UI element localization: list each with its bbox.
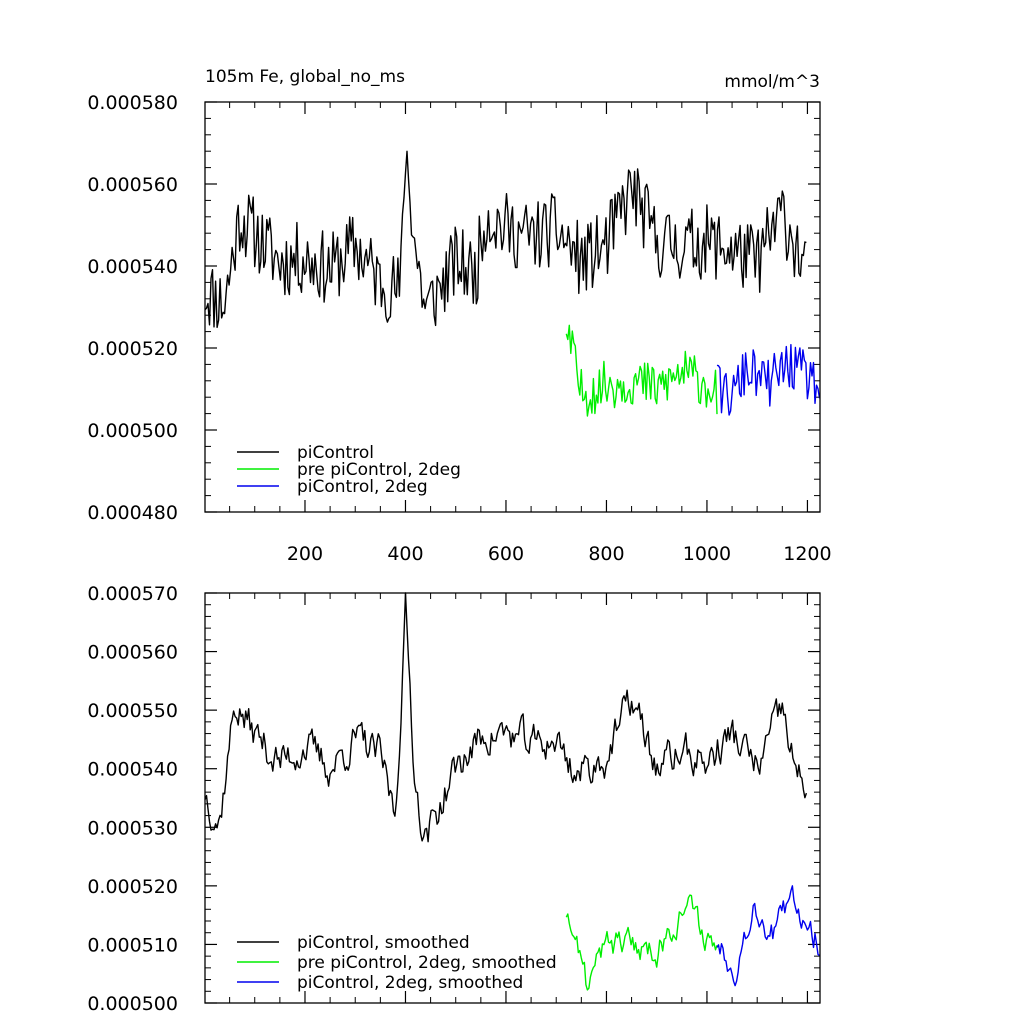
y-tick-label: 0.000530 — [87, 817, 178, 839]
x-tick-label: 400 — [387, 543, 423, 565]
legend-label: piControl, 2deg — [297, 477, 428, 497]
x-tick-label: 200 — [287, 543, 323, 565]
y-tick-label: 0.000540 — [87, 759, 178, 781]
series-line — [716, 885, 820, 987]
units-label: mmol/m^3 — [724, 72, 820, 92]
series-line — [204, 150, 807, 329]
legend-label: piControl, smoothed — [297, 933, 470, 953]
chart-title: 105m Fe, global_no_ms — [205, 67, 405, 87]
series-line — [204, 592, 808, 843]
series-line — [565, 894, 718, 991]
y-tick-label: 0.000560 — [87, 174, 178, 196]
plot-frame — [204, 592, 821, 1004]
y-tick-label: 0.000480 — [87, 502, 178, 524]
plot-frame — [204, 101, 821, 513]
legend-label: pre piControl, 2deg, smoothed — [297, 953, 557, 973]
bottom-chart-panel: 0.000500 0.000510 0.000520 0.000530 0.000540… — [87, 583, 821, 1015]
y-tick-label: 0.000520 — [87, 876, 178, 898]
x-tick-label: 800 — [588, 543, 624, 565]
y-tick-label: 0.000510 — [87, 934, 178, 956]
y-tick-label: 0.000580 — [87, 92, 178, 114]
series-line — [716, 344, 821, 416]
legend-label: pre piControl, 2deg — [297, 460, 461, 480]
y-tick-label: 0.000500 — [87, 420, 178, 442]
y-tick-label: 0.000550 — [87, 700, 178, 722]
top-chart-panel: 105m Fe, global_no_ms mmol/m^3 0.000480 0… — [87, 67, 831, 565]
y-tick-label: 0.000560 — [87, 642, 178, 664]
legend-label: piControl — [297, 443, 374, 463]
series-line — [565, 324, 718, 417]
x-tick-label: 600 — [488, 543, 524, 565]
y-tick-label: 0.000500 — [87, 993, 178, 1015]
y-tick-label: 0.000570 — [87, 583, 178, 605]
legend-label: piControl, 2deg, smoothed — [297, 973, 523, 993]
x-tick-label: 1000 — [683, 543, 731, 565]
x-tick-label: 1200 — [783, 543, 831, 565]
y-tick-label: 0.000520 — [87, 338, 178, 360]
y-tick-label: 0.000540 — [87, 256, 178, 278]
